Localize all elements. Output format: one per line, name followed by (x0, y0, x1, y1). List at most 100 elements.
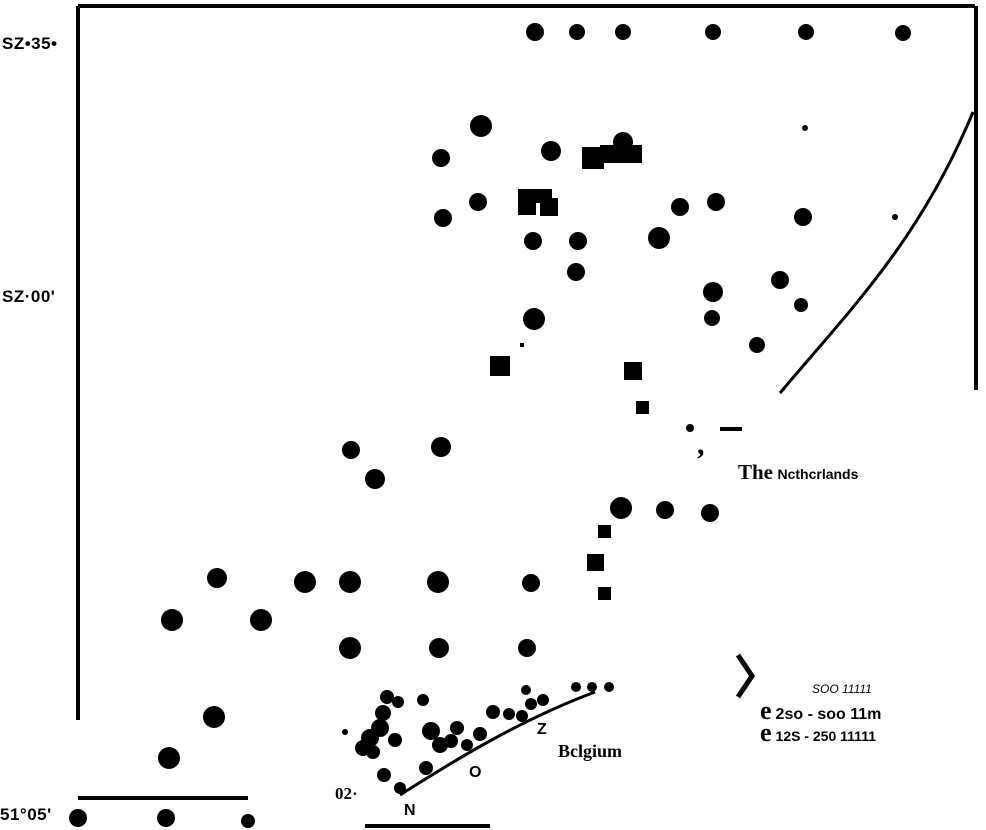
station-code-label: 02· (335, 784, 358, 803)
latitude-label-top: SZ•35• (2, 34, 58, 53)
sample-circle-23 (523, 308, 545, 330)
sample-square-12 (520, 343, 524, 347)
sample-circle-45 (241, 814, 255, 828)
comma-marker: , (697, 428, 705, 461)
legend-row-3: e 12S - 250 11111 (760, 718, 881, 747)
netherlands-label: The Ncthcrlands (738, 462, 858, 483)
sample-circle-70 (419, 761, 433, 775)
sample-circle-53 (366, 745, 380, 759)
sample-circle-25 (342, 441, 360, 459)
sample-circle-74 (686, 424, 694, 432)
sample-square-6 (490, 356, 510, 376)
sample-circle-75 (802, 125, 808, 131)
coast-letter-n: N (404, 802, 416, 819)
sample-circle-38 (339, 637, 361, 659)
sample-circle-32 (294, 571, 316, 593)
sample-circle-65 (525, 698, 537, 710)
sample-circle-21 (794, 298, 808, 312)
sample-circle-73 (342, 729, 348, 735)
sample-square-0 (582, 147, 604, 169)
sample-circle-3 (705, 24, 721, 40)
sample-circle-66 (537, 694, 549, 706)
coast-letter-z: Z (537, 721, 547, 738)
sample-circle-69 (604, 682, 614, 692)
sample-circle-64 (521, 685, 531, 695)
sample-circle-42 (158, 747, 180, 769)
sample-circle-46 (380, 690, 394, 704)
sample-circle-6 (470, 115, 492, 137)
sample-points (69, 23, 911, 828)
sample-circle-16 (707, 193, 725, 211)
sample-square-2 (620, 145, 642, 163)
latitude-label-middle: SZ·00' (2, 287, 56, 306)
sample-circle-61 (486, 705, 500, 719)
sample-square-7 (624, 362, 642, 380)
sample-square-9 (598, 525, 611, 538)
sample-square-1 (600, 145, 622, 163)
sample-circle-18 (567, 263, 585, 281)
sample-circle-39 (429, 638, 449, 658)
sample-circle-36 (161, 609, 183, 631)
netherlands-label-name: Ncthcrlands (777, 466, 859, 482)
sample-square-11 (598, 587, 611, 600)
sample-square-3 (518, 189, 536, 215)
sample-circle-55 (422, 722, 440, 740)
sample-circle-29 (656, 501, 674, 519)
sample-circle-0 (526, 23, 544, 41)
sample-circle-12 (524, 232, 542, 250)
sample-circle-10 (469, 193, 487, 211)
netherlands-coastline (778, 111, 975, 394)
sample-circle-22 (704, 310, 720, 326)
sample-circle-43 (69, 809, 87, 827)
legend-chevron (735, 653, 756, 699)
sample-square-10 (587, 554, 604, 571)
sample-circle-60 (473, 727, 487, 741)
legend: SOO 11111 e 2so - soo 11m e 12S - 250 11… (760, 682, 882, 747)
sample-circle-7 (432, 149, 450, 167)
sample-circle-33 (339, 571, 361, 593)
legend-label-2: 2so - soo 11m (775, 706, 882, 723)
legend-symbol-3: e (760, 718, 772, 747)
sample-circle-19 (703, 282, 723, 302)
sample-circle-5 (895, 25, 911, 41)
sample-circle-40 (518, 639, 536, 657)
belgium-label: Bclgium (558, 741, 623, 761)
sample-circle-27 (365, 469, 385, 489)
latitude-label-bottom: 51°05' (0, 805, 52, 824)
sample-circle-17 (794, 208, 812, 226)
sample-circle-72 (394, 782, 406, 794)
sample-circle-44 (157, 809, 175, 827)
sample-circle-47 (392, 696, 404, 708)
sample-circle-28 (610, 497, 632, 519)
belgium-coastline (399, 690, 596, 797)
sample-circle-14 (648, 227, 670, 249)
sample-circle-24 (749, 337, 765, 353)
sample-circle-26 (431, 437, 451, 457)
sample-circle-57 (444, 734, 458, 748)
sample-circle-31 (207, 568, 227, 588)
legend-label-1: SOO 11111 (812, 682, 872, 696)
legend-row-1: SOO 11111 (808, 682, 881, 696)
sample-circle-59 (461, 739, 473, 751)
map-frame (76, 4, 978, 828)
sample-square-8 (636, 401, 649, 414)
sample-circle-4 (798, 24, 814, 40)
sample-circle-63 (516, 710, 528, 722)
legend-row-2: e 2so - soo 11m (760, 696, 882, 725)
sample-circle-30 (701, 504, 719, 522)
sample-circle-11 (434, 209, 452, 227)
sample-circle-35 (522, 574, 540, 592)
sample-circle-76 (892, 214, 898, 220)
coast-letter-o: O (469, 764, 482, 781)
sample-circle-34 (427, 571, 449, 593)
netherlands-label-article: The (738, 460, 774, 484)
sample-circle-15 (671, 198, 689, 216)
legend-symbol-2: e (760, 696, 772, 725)
sample-circle-49 (375, 705, 391, 721)
sample-circle-58 (450, 721, 464, 735)
sample-circle-37 (250, 609, 272, 631)
sample-circle-2 (615, 24, 631, 40)
sample-circle-71 (377, 768, 391, 782)
sample-circle-48 (417, 694, 429, 706)
